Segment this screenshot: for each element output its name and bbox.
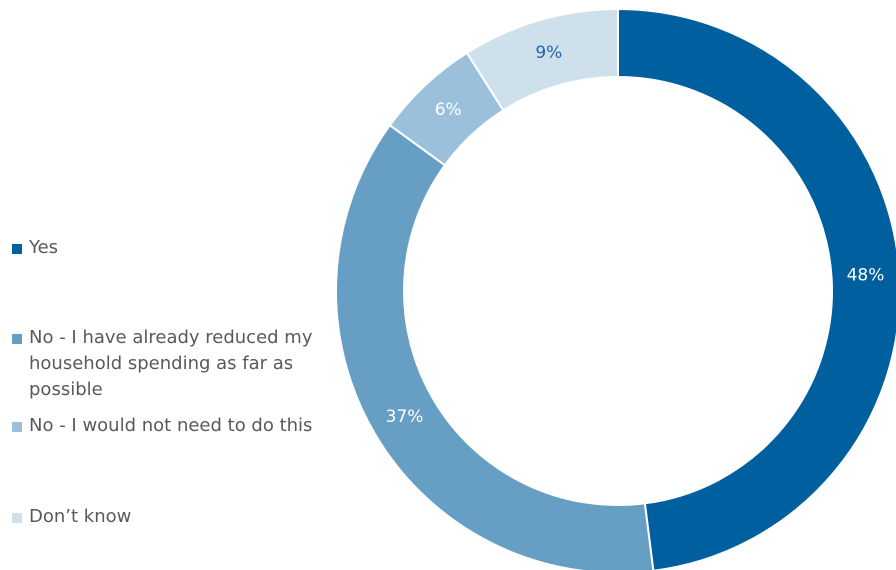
- slice-yes: [617, 7, 896, 570]
- donut-value-labels: 48% 37% 6% 9%: [386, 43, 885, 427]
- slice-dont-know: [465, 7, 619, 112]
- value-label-dont-know: 9%: [535, 43, 562, 63]
- legend-label-no-not-need: No - I would not need to do this: [29, 415, 313, 436]
- value-label-no-already-reduced: 37%: [386, 407, 424, 427]
- legend-swatch-no-already-reduced: [12, 334, 22, 344]
- value-label-no-not-need: 6%: [435, 100, 462, 120]
- value-label-yes: 48%: [847, 265, 885, 285]
- legend-item-no-already-reduced: No - I have already reduced my household…: [12, 325, 329, 403]
- slice-no-already-reduced: [335, 123, 655, 570]
- legend-item-dont-know: Don’t know: [12, 504, 329, 530]
- chart-legend: Yes No - I have already reduced my house…: [12, 0, 332, 570]
- legend-item-yes: Yes: [12, 235, 329, 261]
- legend-label-yes: Yes: [29, 237, 59, 258]
- legend-swatch-dont-know: [12, 513, 22, 523]
- legend-item-no-not-need: No - I would not need to do this: [12, 413, 329, 439]
- legend-label-no-already-reduced: No - I have already reduced my household…: [29, 327, 313, 400]
- donut-slices: [335, 7, 896, 570]
- legend-swatch-yes: [12, 244, 22, 254]
- legend-swatch-no-not-need: [12, 422, 22, 432]
- legend-label-dont-know: Don’t know: [29, 506, 132, 527]
